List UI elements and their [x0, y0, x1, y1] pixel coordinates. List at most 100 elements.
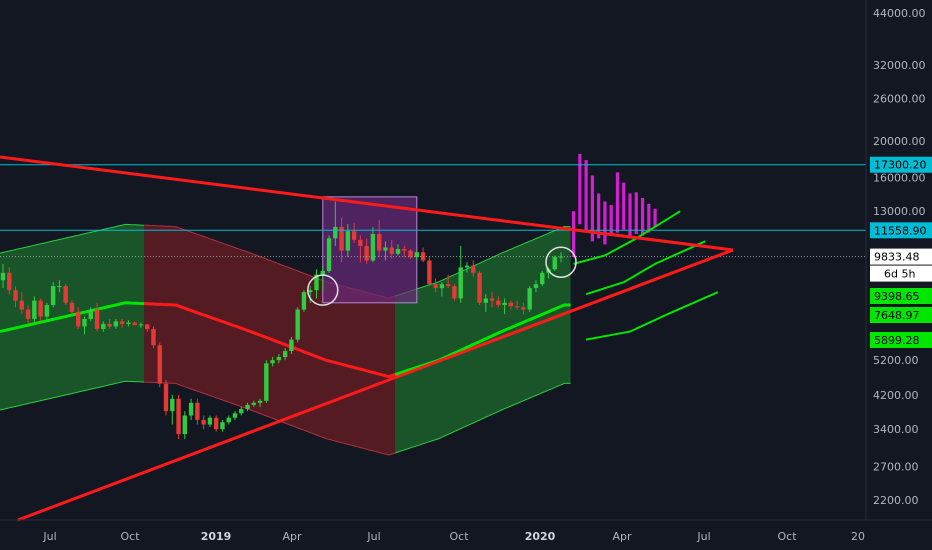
projection-bar	[628, 193, 632, 239]
channel-upper-edge-2	[394, 226, 571, 297]
ma-badge-label-2: 5899.28	[874, 334, 920, 347]
candle-body	[358, 239, 363, 246]
candle-body	[533, 284, 539, 289]
candle-body	[220, 422, 225, 430]
candle-body	[7, 272, 12, 291]
channel-median-2	[394, 303, 571, 376]
candle-body	[558, 256, 564, 258]
annotation-circles	[307, 246, 577, 306]
ma-badge-0	[870, 288, 932, 304]
price-tick-label: 2700.00	[873, 461, 919, 474]
candle-body	[433, 284, 438, 289]
current-price-badge	[870, 248, 932, 265]
candle-body	[483, 298, 488, 303]
candle-body	[308, 290, 313, 293]
candle-body	[289, 339, 294, 352]
candle-body	[188, 402, 194, 416]
time-tick-label: Jul	[366, 530, 380, 543]
time-tick-label: Oct	[120, 530, 140, 543]
channel-upper-edge-0	[0, 223, 145, 254]
candle-body	[257, 400, 263, 403]
projection-bar	[609, 205, 613, 236]
range-box	[322, 196, 418, 304]
candle-body	[138, 324, 144, 326]
candle-body	[251, 402, 256, 405]
candle-body	[107, 323, 112, 327]
candle-body	[496, 300, 501, 306]
time-tick-label: Jul	[42, 530, 56, 543]
candle-body	[521, 307, 526, 310]
price-tick-label: 4200.00	[873, 389, 919, 402]
candle-body	[395, 249, 401, 254]
candle-body	[282, 351, 288, 358]
projection-bar	[571, 211, 576, 258]
channel-median-1	[144, 302, 396, 379]
candle-body	[94, 309, 100, 329]
countdown-badge	[870, 265, 932, 282]
candle-body	[502, 302, 507, 306]
candle-body	[245, 404, 250, 410]
range-box-layer	[322, 196, 418, 304]
candle-body	[201, 419, 206, 425]
candle-body	[477, 272, 482, 303]
candle-body	[57, 286, 62, 288]
candle-body	[508, 302, 514, 307]
candle-body	[119, 321, 125, 324]
time-tick-label: Jul	[696, 530, 710, 543]
projection-bar	[634, 192, 638, 234]
price-tick-label: 16000.00	[873, 171, 926, 184]
candle-body	[427, 260, 432, 285]
time-tick-label: Apr	[612, 530, 632, 543]
candle-body	[264, 363, 269, 401]
price-tick-label: 26000.00	[873, 93, 926, 106]
candle-body	[489, 298, 495, 301]
candle-body	[182, 415, 188, 435]
candle-body	[44, 305, 50, 317]
projection-curve-0	[573, 210, 681, 265]
projection-bar	[597, 193, 601, 239]
price-axis[interactable]: 44000.00 32000.00 26000.00 20000.00 16000.00…	[865, 0, 932, 520]
ma-badge-label-0: 9398.65	[874, 290, 920, 303]
price-tick-label: 5200.00	[873, 354, 919, 367]
candle-body	[32, 300, 37, 319]
projection-bar	[584, 160, 588, 232]
candle-body	[232, 413, 238, 418]
trendline-upper	[0, 155, 734, 252]
projection-bar	[603, 201, 607, 245]
channel-median-0	[0, 301, 145, 334]
candle-body	[464, 265, 470, 268]
projection-bars	[571, 153, 657, 258]
projection-bar	[615, 172, 620, 233]
candle-body	[163, 383, 169, 412]
candle-body	[276, 357, 282, 361]
candle-body	[540, 272, 545, 285]
candle-body	[295, 309, 300, 340]
candle-body	[452, 286, 457, 299]
candle-body	[370, 233, 376, 261]
candle-body	[157, 345, 162, 384]
candle-body	[439, 284, 445, 289]
price-tick-label: 44000.00	[873, 7, 926, 20]
time-axis[interactable]: Jul Oct 2019 Apr Jul Oct 2020 Apr Jul Oct 20	[0, 519, 932, 543]
channel-lower-edge-1	[144, 381, 396, 456]
candle-body	[333, 226, 338, 239]
countdown-label: 6d 5h	[884, 268, 915, 281]
candle-body	[414, 252, 420, 258]
candle-body	[69, 302, 75, 312]
candle-body	[76, 311, 81, 327]
candle-body	[364, 245, 369, 261]
candle-body	[402, 249, 407, 251]
candle-body	[383, 247, 388, 251]
annotation-circle-1	[545, 246, 577, 278]
channel-bands	[0, 223, 571, 456]
candle-body	[82, 318, 87, 327]
candle-body	[514, 306, 520, 308]
projection-bar	[578, 153, 582, 225]
candle-body	[101, 323, 106, 329]
overlay-lines	[0, 155, 866, 522]
candle-body	[351, 231, 357, 240]
projection-bar	[647, 203, 651, 233]
candle-body	[320, 270, 325, 275]
candle-body	[113, 321, 119, 327]
